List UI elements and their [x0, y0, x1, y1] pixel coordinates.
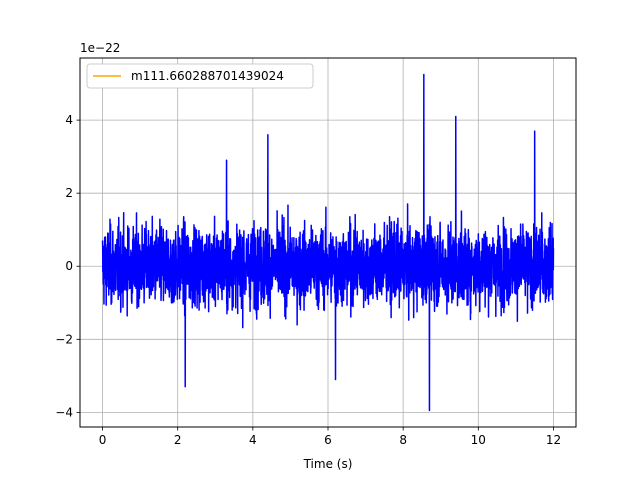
- x-tick-label: 4: [249, 433, 257, 447]
- x-axis-label: Time (s): [303, 457, 353, 471]
- y-tick-label: 2: [65, 186, 73, 200]
- series-line: [101, 73, 555, 412]
- x-tick-label: 0: [99, 433, 107, 447]
- legend-label: m111.660288701439024: [131, 69, 284, 83]
- legend: m111.660288701439024: [86, 63, 314, 89]
- y-offset-text: 1e−22: [80, 41, 120, 55]
- x-axis-ticks: 0 2 4 6 8 10 12: [99, 427, 561, 447]
- y-axis-ticks: −4 −2 0 2 4: [55, 113, 80, 419]
- x-tick-label: 8: [399, 433, 407, 447]
- legend-box: [86, 63, 314, 89]
- y-tick-label: −2: [55, 332, 73, 346]
- x-tick-label: 10: [471, 433, 486, 447]
- y-tick-label: 4: [65, 113, 73, 127]
- series-group: [101, 73, 555, 412]
- x-tick-label: 2: [174, 433, 182, 447]
- y-tick-label: 0: [65, 259, 73, 273]
- y-tick-label: −4: [55, 405, 73, 419]
- x-tick-label: 12: [546, 433, 561, 447]
- x-tick-label: 6: [324, 433, 332, 447]
